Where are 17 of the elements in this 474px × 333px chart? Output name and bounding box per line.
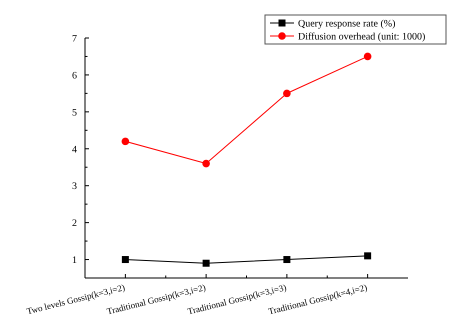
y-tick-label: 7 xyxy=(72,34,77,44)
y-tick-label: 3 xyxy=(72,181,77,192)
y-tick-label: 6 xyxy=(72,70,77,82)
point xyxy=(202,260,210,267)
y-tick-label: 4 xyxy=(72,144,77,156)
point xyxy=(283,90,291,98)
y-tick-label: 5 xyxy=(72,107,77,118)
point xyxy=(364,252,372,260)
point xyxy=(122,256,129,264)
legend-label: Query response rate (%) xyxy=(298,18,396,30)
point xyxy=(202,160,210,168)
point xyxy=(122,138,130,146)
point xyxy=(364,52,372,60)
y-tick-label: 2 xyxy=(72,218,77,230)
legend-label: Diffusion overhead (unit: 1000) xyxy=(298,32,426,42)
point xyxy=(283,256,290,264)
y-tick-label: 1 xyxy=(72,255,77,266)
